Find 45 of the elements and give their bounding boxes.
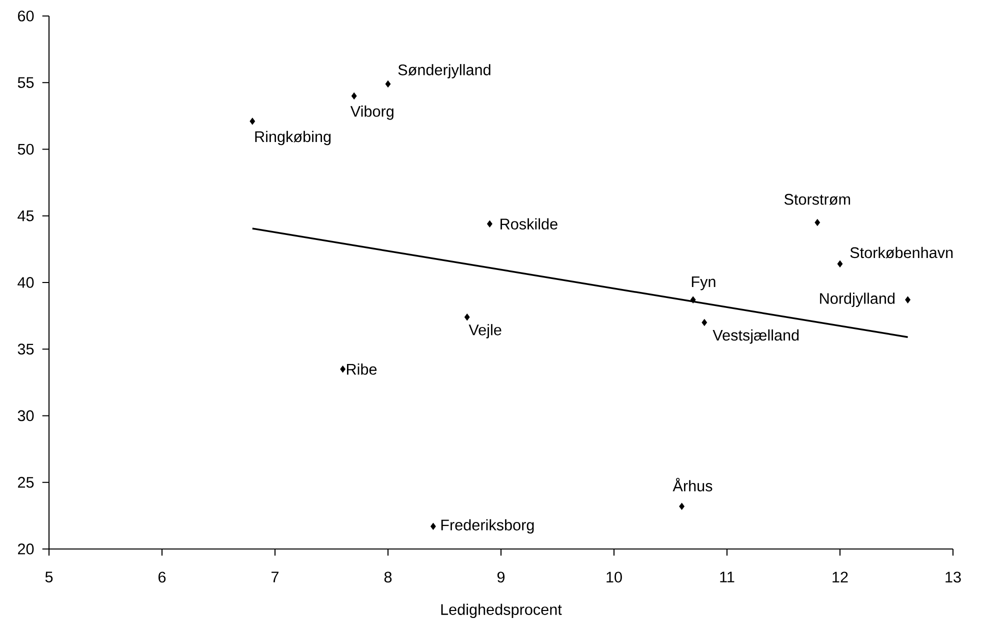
y-tick-label: 35	[18, 344, 34, 355]
y-tick-label: 40	[18, 277, 34, 288]
point	[430, 522, 436, 530]
x-tick-label: 5	[45, 572, 53, 582]
y-tick-label: 45	[18, 210, 34, 222]
x-axis-title: Ledighedsprocent	[441, 604, 562, 618]
x-tick-label: 9	[497, 572, 505, 583]
annotation: Roskilde	[500, 218, 558, 230]
x-tick-label: 10	[606, 572, 622, 583]
point	[837, 260, 843, 268]
annotation: Frederiksborg	[441, 519, 534, 534]
point	[340, 366, 346, 373]
annotation: Ribe	[346, 363, 377, 375]
point	[385, 80, 391, 88]
annotation: Ringkøbing	[255, 130, 331, 146]
x-tick-label: 6	[158, 572, 166, 583]
point	[464, 314, 470, 321]
y-tick-label: 60	[18, 10, 34, 22]
annotation: Nordjylland	[820, 292, 894, 307]
annotation: Viborg	[350, 106, 394, 120]
x-tick-label: 7	[272, 572, 278, 582]
point	[905, 296, 910, 304]
point	[250, 118, 256, 125]
point	[679, 502, 684, 510]
y-tick-label: 25	[18, 476, 34, 488]
y-tick-label: 50	[18, 144, 34, 155]
point	[351, 92, 357, 100]
y-tick-label: 30	[18, 410, 34, 422]
x-tick-label: 12	[832, 572, 848, 582]
annotation: Storstrøm	[784, 194, 850, 205]
annotation: Storkøbenhavn	[850, 246, 953, 258]
point	[702, 318, 708, 326]
annotation: Vestsjælland	[712, 329, 799, 344]
point	[690, 296, 696, 304]
point	[487, 220, 492, 228]
x-tick-label: 11	[720, 572, 734, 582]
annotation: Vejle	[468, 324, 502, 338]
y-tick-label: 20	[18, 544, 34, 554]
x-tick-label: 13	[946, 572, 961, 583]
annotation: Sønderjylland	[398, 64, 490, 78]
y-tick-label: 55	[18, 77, 34, 88]
annotation: Fyn	[692, 276, 716, 290]
x-tick-label: 8	[384, 572, 392, 583]
annotation: Århus	[672, 478, 712, 492]
point	[814, 219, 820, 226]
